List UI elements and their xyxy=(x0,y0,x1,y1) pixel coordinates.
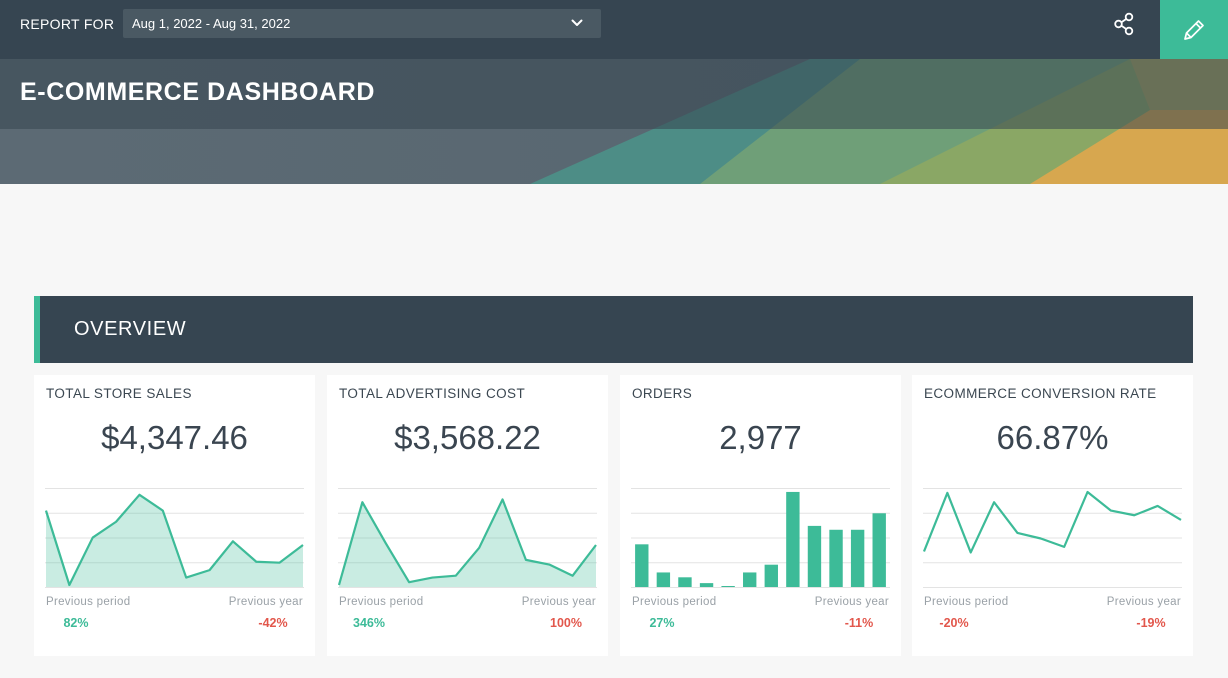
sparkline-chart xyxy=(45,488,304,588)
title-strip xyxy=(0,59,1228,129)
bar xyxy=(721,586,735,587)
bar xyxy=(786,491,800,587)
series-line xyxy=(923,490,1182,554)
kpi-title: ORDERS xyxy=(632,386,693,401)
overview-section-header: OVERVIEW xyxy=(34,296,1193,363)
report-for-label: REPORT FOR xyxy=(20,16,115,32)
sparkline-chart xyxy=(338,488,597,588)
previous-period-change: -20% xyxy=(939,616,969,630)
kpi-card-orders[interactable]: ORDERS 2,977 Previous period Previous ye… xyxy=(620,375,901,656)
area-fill xyxy=(339,499,596,587)
previous-period-change: 82% xyxy=(63,616,89,630)
bar xyxy=(807,525,822,587)
previous-year-label: Previous year xyxy=(228,596,303,608)
kpi-title: ECOMMERCE CONVERSION RATE xyxy=(924,386,1157,401)
previous-period-label: Previous period xyxy=(924,596,1009,608)
area-fill xyxy=(46,494,303,587)
series-line xyxy=(45,493,304,587)
kpi-value: $4,347.46 xyxy=(101,419,248,456)
previous-year-label: Previous year xyxy=(521,596,596,608)
overview-title: OVERVIEW xyxy=(74,318,187,340)
previous-year-change: -19% xyxy=(1136,616,1166,630)
bar xyxy=(678,577,692,587)
kpi-value: $3,568.22 xyxy=(394,419,541,456)
line-chart xyxy=(923,488,1182,588)
edit-button[interactable] xyxy=(1160,0,1228,59)
previous-period-label: Previous period xyxy=(46,596,131,608)
bar xyxy=(829,529,843,587)
section-accent-bar xyxy=(34,296,40,363)
bar-chart xyxy=(631,488,890,588)
share-icon xyxy=(1114,12,1134,36)
bar xyxy=(850,529,865,587)
kpi-card-total-advertising-cost[interactable]: TOTAL ADVERTISING COST $3,568.22 Previou… xyxy=(327,375,608,656)
top-toolbar: REPORT FOR Aug 1, 2022 - Aug 31, 2022 xyxy=(0,0,1228,59)
bar xyxy=(699,583,714,587)
page-title: E-COMMERCE DASHBOARD xyxy=(20,78,376,106)
bar xyxy=(656,572,671,587)
previous-year-label: Previous year xyxy=(814,596,889,608)
bar xyxy=(635,544,649,587)
previous-period-label: Previous period xyxy=(339,596,424,608)
bar xyxy=(743,572,757,587)
kpi-card-ecommerce-conversion-rate[interactable]: ECOMMERCE CONVERSION RATE 66.87% Previou… xyxy=(912,375,1193,656)
previous-year-change: 100% xyxy=(550,616,582,630)
share-button[interactable] xyxy=(1106,8,1142,40)
chevron-down-icon xyxy=(571,19,583,26)
previous-year-change: -42% xyxy=(258,616,288,630)
date-range-value: Aug 1, 2022 - Aug 31, 2022 xyxy=(132,16,291,31)
date-range-select[interactable]: Aug 1, 2022 - Aug 31, 2022 xyxy=(123,9,601,38)
kpi-title: TOTAL STORE SALES xyxy=(46,386,192,401)
pencil-icon xyxy=(1184,19,1204,40)
previous-period-label: Previous period xyxy=(632,596,717,608)
kpi-value: 2,977 xyxy=(719,419,802,456)
bar xyxy=(872,513,886,587)
bar xyxy=(764,564,778,587)
kpi-card-total-store-sales[interactable]: TOTAL STORE SALES $4,347.46 Previous per… xyxy=(34,375,315,656)
previous-period-change: 346% xyxy=(353,616,385,630)
previous-year-label: Previous year xyxy=(1106,596,1181,608)
previous-year-change: -11% xyxy=(844,616,874,630)
previous-period-change: 27% xyxy=(649,616,675,630)
kpi-value: 66.87% xyxy=(996,419,1109,456)
kpi-title: TOTAL ADVERTISING COST xyxy=(339,386,526,401)
series-line xyxy=(338,498,597,586)
